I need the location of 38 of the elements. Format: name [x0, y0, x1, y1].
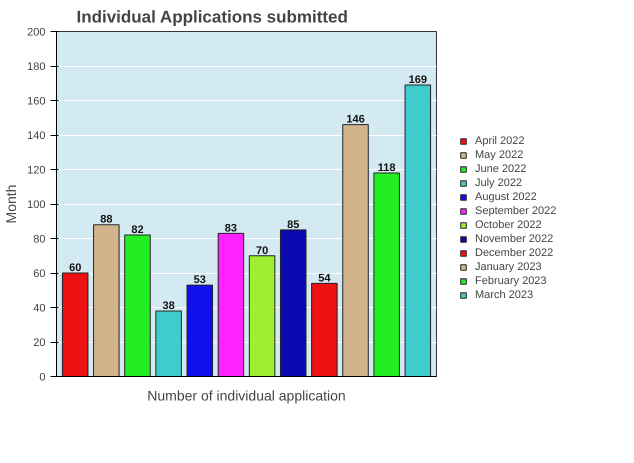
data-label: 60	[69, 262, 82, 274]
data-label: 54	[318, 272, 332, 284]
legend-label: May 2022	[475, 148, 524, 162]
y-tick-label: 80	[33, 234, 46, 246]
legend-label: November 2022	[475, 232, 554, 246]
y-axis-title: Month	[3, 184, 20, 224]
legend-label: June 2022	[475, 162, 526, 176]
y-tick-label: 0	[39, 372, 46, 384]
legend-label: August 2022	[475, 190, 537, 204]
legend-label: February 2023	[475, 274, 547, 288]
data-label: 82	[131, 224, 144, 236]
data-label: 169	[408, 74, 427, 86]
x-axis-title: Number of individual application	[147, 388, 346, 404]
legend-label: September 2022	[475, 204, 556, 218]
legend-label: July 2022	[475, 176, 522, 190]
legend-label: March 2023	[475, 288, 534, 302]
data-label: 38	[162, 300, 175, 312]
chart-title: Individual Applications submitted	[76, 8, 348, 26]
data-label: 53	[194, 274, 206, 286]
data-label: 88	[100, 214, 112, 226]
data-label: 85	[287, 218, 300, 231]
legend-label: October 2022	[475, 218, 542, 232]
legend-label: December 2022	[475, 246, 554, 260]
legend-label: January 2023	[475, 260, 542, 274]
y-tick-label: 160	[27, 96, 46, 108]
y-tick-label: 140	[27, 130, 46, 142]
y-tick-label: 120	[27, 164, 46, 176]
data-label: 70	[256, 244, 268, 257]
y-tick-label: 40	[33, 302, 46, 314]
y-tick-label: 20	[33, 337, 46, 349]
y-tick-label: 180	[27, 61, 46, 73]
y-tick-label: 200	[27, 26, 46, 38]
y-tick-label: 100	[27, 199, 46, 211]
legend-label: April 2022	[475, 134, 525, 148]
data-label: 83	[224, 222, 238, 234]
data-label: 118	[378, 162, 396, 174]
data-label: 146	[346, 114, 365, 126]
y-tick-label: 60	[33, 268, 46, 280]
